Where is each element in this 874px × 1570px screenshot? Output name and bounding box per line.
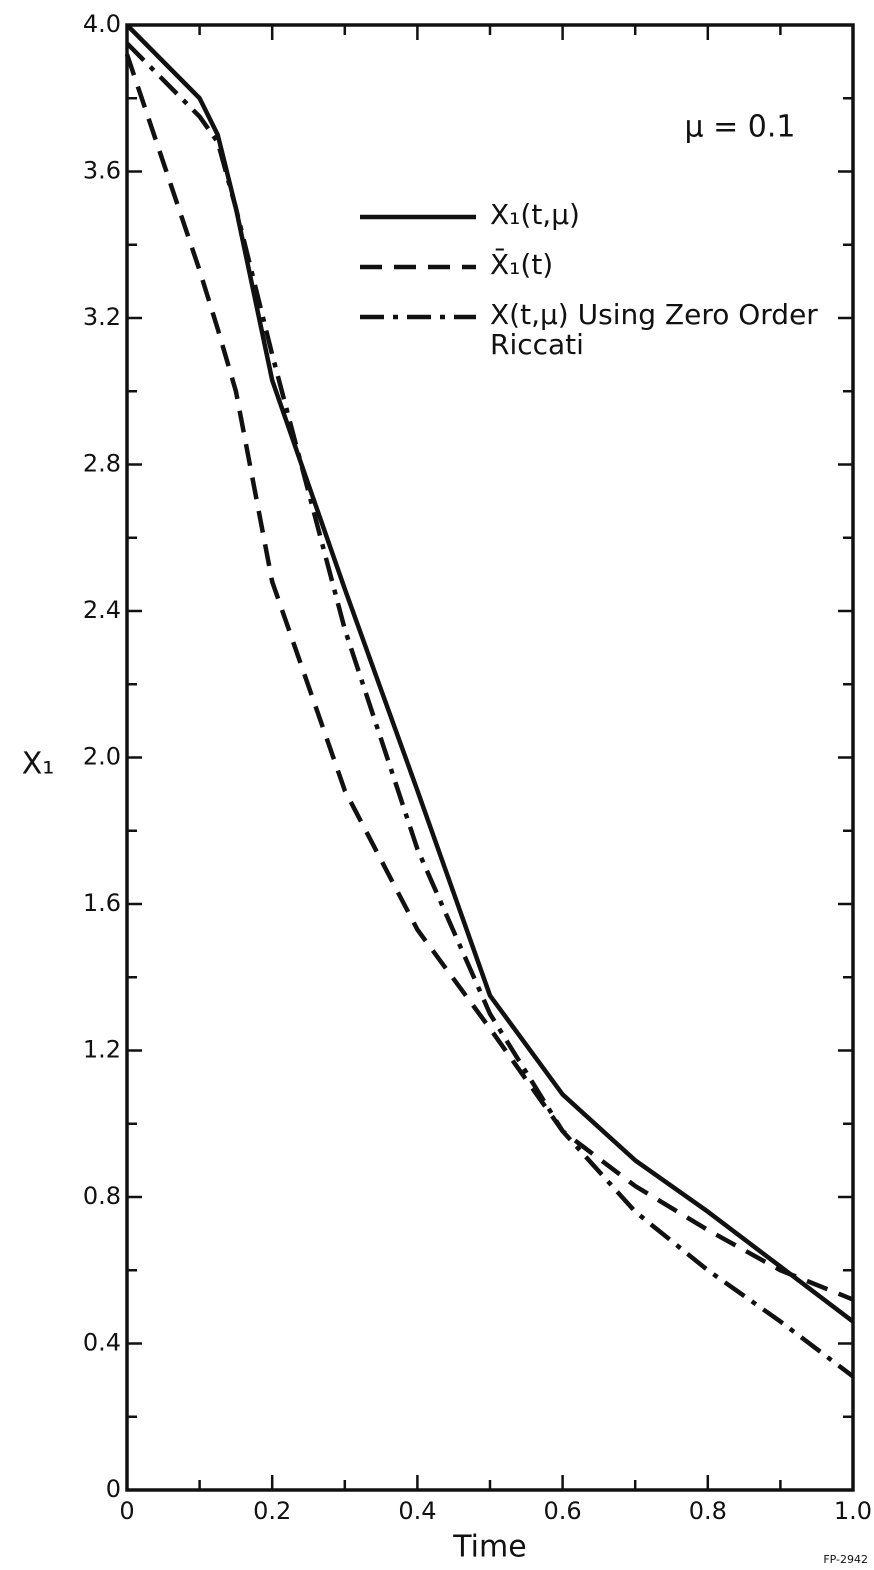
y-tick-label: 1.6 [83,889,121,917]
x-axis-label: Time [452,1530,526,1565]
y-tick-label: 0.8 [83,1182,121,1210]
y-tick-label: 1.2 [83,1036,121,1064]
legend-entry: X̄₁(t) [358,250,828,282]
legend-label: X₁(t,μ) [490,198,580,231]
legend-label: X(t,μ) Using Zero Order Riccati [490,298,818,361]
y-tick-label: 0 [106,1475,121,1503]
y-tick-label: 2.8 [83,450,121,478]
legend-swatch [360,264,476,270]
y-tick-label: 3.6 [83,157,121,185]
x-tick-label: 0.2 [253,1497,291,1525]
x-tick-label: 1.0 [834,1497,872,1525]
x-tick-label: 0.8 [689,1497,727,1525]
legend-entry: X(t,μ) Using Zero Order Riccati [358,300,828,360]
x-tick-label: 0.4 [398,1497,436,1525]
legend-swatch [360,314,476,320]
y-tick-label: 2.0 [83,743,121,771]
series-line [124,53,854,1302]
series-line [125,41,855,1379]
y-tick-label: 0.4 [83,1329,121,1357]
y-tick-label: 3.2 [83,303,121,331]
footnote: FP-2942 [823,1553,868,1566]
y-axis-label: X₁ [22,747,55,782]
y-tick-label: 2.4 [83,596,121,624]
x-tick-label: 0 [119,1497,134,1525]
y-tick-label: 4.0 [83,10,121,38]
annotation: μ = 0.1 [684,110,795,145]
legend: X₁(t,μ) X̄₁(t) X(t,μ) Using Zero Order Ric… [358,200,828,378]
x-tick-label: 0.6 [544,1497,582,1525]
legend-entry: X₁(t,μ) [358,200,828,232]
legend-label: X̄₁(t) [490,248,554,281]
legend-swatch [360,214,476,220]
series-line [125,23,855,1324]
